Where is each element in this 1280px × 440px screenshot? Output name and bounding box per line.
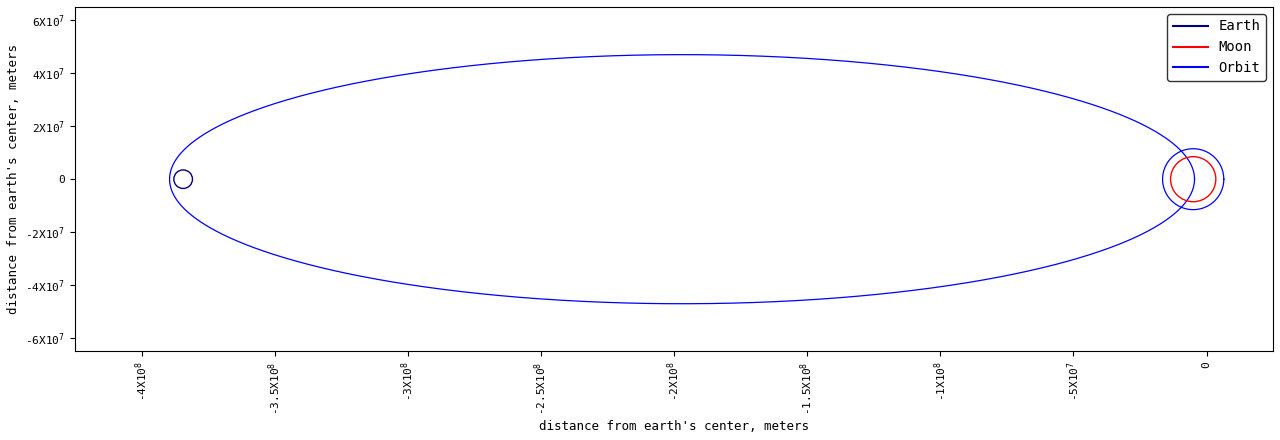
- X-axis label: distance from earth's center, meters: distance from earth's center, meters: [539, 420, 809, 433]
- Legend: Earth, Moon, Orbit: Earth, Moon, Orbit: [1167, 14, 1266, 81]
- Y-axis label: distance from earth's center, meters: distance from earth's center, meters: [6, 44, 20, 314]
